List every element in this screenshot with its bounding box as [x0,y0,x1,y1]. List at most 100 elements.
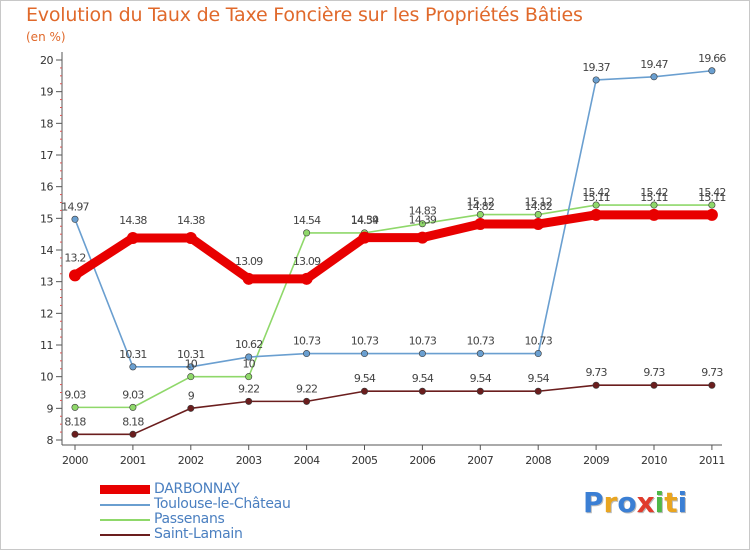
data-point-saint-lamain [708,381,716,389]
y-tick-label: 19 [40,86,53,99]
data-point-darbonnay [126,231,139,244]
logo-letter: i [677,486,688,519]
y-tick-label: 17 [40,149,53,162]
data-label-toulouse-le-ch-teau: 10.31 [177,348,205,361]
data-label-passenans: 15.42 [582,186,610,199]
data-point-passenans [708,201,716,209]
legend-swatch-passenans [100,519,150,521]
data-point-darbonnay [242,272,255,285]
legend-item-passenans: Passenans [100,511,360,528]
data-point-passenans [534,211,542,219]
y-tick-label: 14 [40,244,53,257]
data-label-darbonnay: 13.09 [235,255,263,268]
data-label-saint-lamain: 8.18 [122,415,144,428]
y-tick-label: 18 [40,117,53,130]
data-label-saint-lamain: 9.54 [528,372,550,385]
logo-letter: r [603,486,618,519]
data-label-toulouse-le-ch-teau: 10.62 [235,338,263,351]
data-label-darbonnay: 14.39 [351,214,379,227]
data-point-passenans [650,201,658,209]
x-tick-label: 2007 [467,454,493,467]
data-point-saint-lamain [303,397,311,405]
data-label-saint-lamain: 9.54 [354,372,376,385]
data-label-saint-lamain: 9.73 [643,366,665,379]
chart-subtitle: (en %) [26,30,66,44]
y-tick-label: 16 [40,181,53,194]
data-label-passenans: 9.03 [64,388,86,401]
data-point-passenans [187,373,195,381]
data-label-saint-lamain: 9.54 [470,372,492,385]
data-label-saint-lamain: 9 [188,389,195,402]
series-line-passenans [74,204,713,409]
data-point-darbonnay [184,231,197,244]
data-label-saint-lamain: 9.73 [585,366,607,379]
logo-letter: o [617,486,637,519]
data-label-saint-lamain: 9.22 [238,382,259,395]
data-point-saint-lamain [245,397,253,405]
data-point-toulouse-le-ch-teau [187,363,195,371]
data-point-passenans [303,229,311,237]
data-label-passenans: 14.54 [351,214,379,227]
legend-label-toulouse-le-ch-teau: Toulouse-le-Château [154,496,291,512]
data-point-toulouse-le-ch-teau [592,76,600,84]
logo-letter: i [654,486,665,519]
chart-legend: DARBONNAY Toulouse-le-Château Passenans Sai… [100,481,360,543]
series-line-toulouse-le-ch-teau [74,69,713,368]
x-tick-label: 2011 [699,454,725,467]
data-label-passenans: 15.12 [467,196,495,209]
data-label-darbonnay: 14.82 [467,200,495,213]
data-label-darbonnay: 14.38 [119,214,147,227]
legend-item-saint-lamain: Saint-Lamain [100,526,360,543]
legend-item-toulouse-le-ch-teau: Toulouse-le-Château [100,496,360,513]
data-label-darbonnay: 13.09 [293,255,321,268]
data-point-darbonnay [474,218,487,231]
y-tick-label: 8 [47,434,54,447]
x-tick-label: 2003 [236,454,262,467]
y-tick-label: 12 [40,307,53,320]
data-label-toulouse-le-ch-teau: 10.73 [293,335,321,348]
legend-swatch-darbonnay [100,485,150,494]
data-label-toulouse-le-ch-teau: 14.97 [61,200,89,213]
y-tick-label: 15 [40,212,53,225]
data-point-saint-lamain [418,387,426,395]
data-point-toulouse-le-ch-teau [708,67,716,75]
data-label-passenans: 15.42 [640,186,668,199]
legend-item-darbonnay: DARBONNAY [100,481,360,498]
data-point-passenans [592,201,600,209]
data-label-toulouse-le-ch-teau: 19.47 [640,58,668,71]
x-tick-label: 2010 [641,454,667,467]
data-label-saint-lamain: 9.54 [412,372,434,385]
data-point-saint-lamain [71,430,79,438]
data-label-passenans: 14.83 [409,205,437,218]
data-point-saint-lamain [476,387,484,395]
data-point-toulouse-le-ch-teau [476,350,484,358]
legend-label-darbonnay: DARBONNAY [154,481,240,497]
data-point-darbonnay [705,208,718,221]
data-point-toulouse-le-ch-teau [303,350,311,358]
data-point-darbonnay [358,231,371,244]
logo-letter: t [664,486,678,519]
y-tick-label: 10 [40,371,53,384]
x-tick-label: 2006 [409,454,435,467]
y-tick-label: 11 [40,339,53,352]
data-label-passenans: 15.12 [524,196,552,209]
data-label-toulouse-le-ch-teau: 19.66 [698,52,726,65]
data-point-passenans [476,211,484,219]
logo-letter: P [583,486,604,519]
data-point-toulouse-le-ch-teau [650,73,658,81]
series-line-saint-lamain [74,384,713,436]
data-label-darbonnay: 15.11 [698,191,726,204]
data-point-darbonnay [416,231,429,244]
data-point-passenans [418,220,426,228]
proxiti-logo: Proxiti [583,486,687,519]
data-label-darbonnay: 13.2 [64,251,85,264]
data-label-passenans: 14.54 [293,214,321,227]
legend-swatch-toulouse-le-ch-teau [100,504,150,506]
data-label-darbonnay: 14.39 [409,214,437,227]
data-point-darbonnay [648,208,660,221]
x-tick-label: 2002 [178,454,204,467]
data-label-toulouse-le-ch-teau: 10.73 [467,335,495,348]
data-label-passenans: 10 [185,358,198,371]
data-point-darbonnay [69,269,81,282]
